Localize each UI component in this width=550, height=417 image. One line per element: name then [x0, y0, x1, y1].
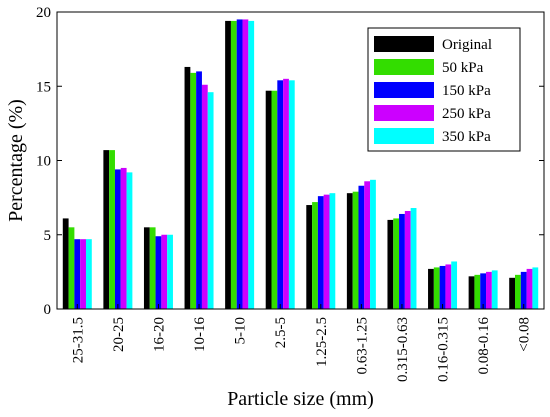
x-axis: 25-31.5 20-25 16-20 10-16 5-10 2.5-5 1.25-2.5 0…	[70, 304, 533, 382]
bar	[248, 20, 255, 309]
legend-swatch	[374, 105, 434, 121]
bar	[74, 239, 81, 309]
bar	[410, 208, 417, 309]
bar	[201, 84, 208, 309]
legend-label: 250 kPa	[442, 106, 491, 122]
x-tick-label: 0.08-0.16	[476, 317, 492, 375]
bar	[480, 273, 487, 309]
y-tick-label: 20	[36, 5, 51, 21]
bar	[230, 20, 237, 309]
bar	[80, 239, 86, 309]
bar	[399, 213, 405, 309]
bar	[120, 167, 127, 309]
legend-swatch	[374, 36, 434, 52]
bar	[271, 90, 278, 310]
bar	[387, 219, 394, 309]
y-tick-label: 15	[36, 79, 51, 95]
bar	[520, 271, 527, 310]
bar	[515, 274, 521, 309]
bar	[329, 193, 336, 309]
bar	[277, 80, 284, 309]
bar	[109, 150, 115, 309]
bar	[62, 218, 69, 309]
bar	[242, 19, 249, 310]
bar	[468, 276, 475, 309]
legend-label: 350 kPa	[442, 129, 491, 145]
legend-swatch	[374, 82, 434, 98]
x-tick-label: 2.5-5	[273, 317, 289, 348]
legend-swatch	[374, 128, 434, 144]
y-tick-label: 10	[36, 154, 51, 170]
legend-label: 150 kPa	[442, 83, 491, 99]
bar	[474, 274, 481, 309]
bar	[346, 193, 353, 309]
bar	[149, 227, 156, 309]
x-tick-label: 5-10	[233, 317, 249, 345]
bar	[126, 172, 133, 309]
x-tick-label: 16-20	[151, 317, 167, 352]
bar	[312, 202, 318, 309]
bar	[207, 92, 214, 309]
bar	[364, 181, 371, 309]
bar	[155, 236, 162, 309]
bar	[439, 265, 446, 309]
bar	[143, 227, 150, 309]
bar	[68, 227, 75, 309]
legend: Original 50 kPa 150 kPa 250 kPa 350 kPa	[367, 27, 521, 152]
bar	[352, 191, 359, 309]
bar	[370, 179, 376, 309]
bar	[532, 267, 539, 309]
bar	[184, 66, 191, 309]
bar	[509, 277, 516, 309]
y-tick-label: 5	[44, 228, 52, 244]
x-axis-title: Particle size (mm)	[227, 388, 374, 410]
x-tick-label: 10-16	[192, 317, 208, 352]
bar	[236, 19, 243, 310]
bar	[103, 150, 110, 309]
x-tick-label: 1.25-2.5	[314, 317, 330, 367]
x-tick-label: 0.16-0.315	[436, 317, 452, 382]
bar	[404, 210, 411, 309]
bar	[306, 205, 313, 309]
y-axis-title: Percentage (%)	[5, 99, 27, 222]
legend-label: 50 kPa	[442, 60, 484, 76]
bar	[161, 234, 168, 309]
x-tick-label: 25-31.5	[70, 317, 86, 363]
legend-label: Original	[442, 37, 492, 53]
y-axis: 0 5 10 15 20	[36, 5, 544, 318]
bar	[433, 267, 440, 309]
bar	[323, 194, 330, 309]
bar	[288, 80, 295, 309]
bar	[85, 239, 92, 309]
bar	[451, 261, 458, 309]
y-tick-label: 0	[44, 302, 52, 318]
bar	[445, 264, 452, 309]
bar	[491, 270, 498, 309]
bar	[428, 268, 434, 309]
legend-swatch	[374, 59, 434, 75]
bar	[393, 218, 400, 309]
x-tick-label: 20-25	[111, 317, 127, 352]
bar	[196, 71, 202, 310]
bar	[190, 72, 197, 309]
bar	[225, 20, 231, 309]
bar	[283, 78, 289, 309]
bar	[317, 196, 324, 309]
bar	[486, 271, 492, 310]
bar	[358, 185, 365, 309]
x-tick-label: <0.08	[517, 317, 533, 352]
bar	[167, 234, 173, 309]
x-tick-label: 0.315-0.63	[395, 317, 411, 382]
bar-group	[62, 19, 539, 310]
bar	[114, 169, 121, 309]
bar	[265, 90, 272, 310]
x-tick-label: 0.63-1.25	[354, 317, 370, 375]
bar	[526, 268, 533, 309]
